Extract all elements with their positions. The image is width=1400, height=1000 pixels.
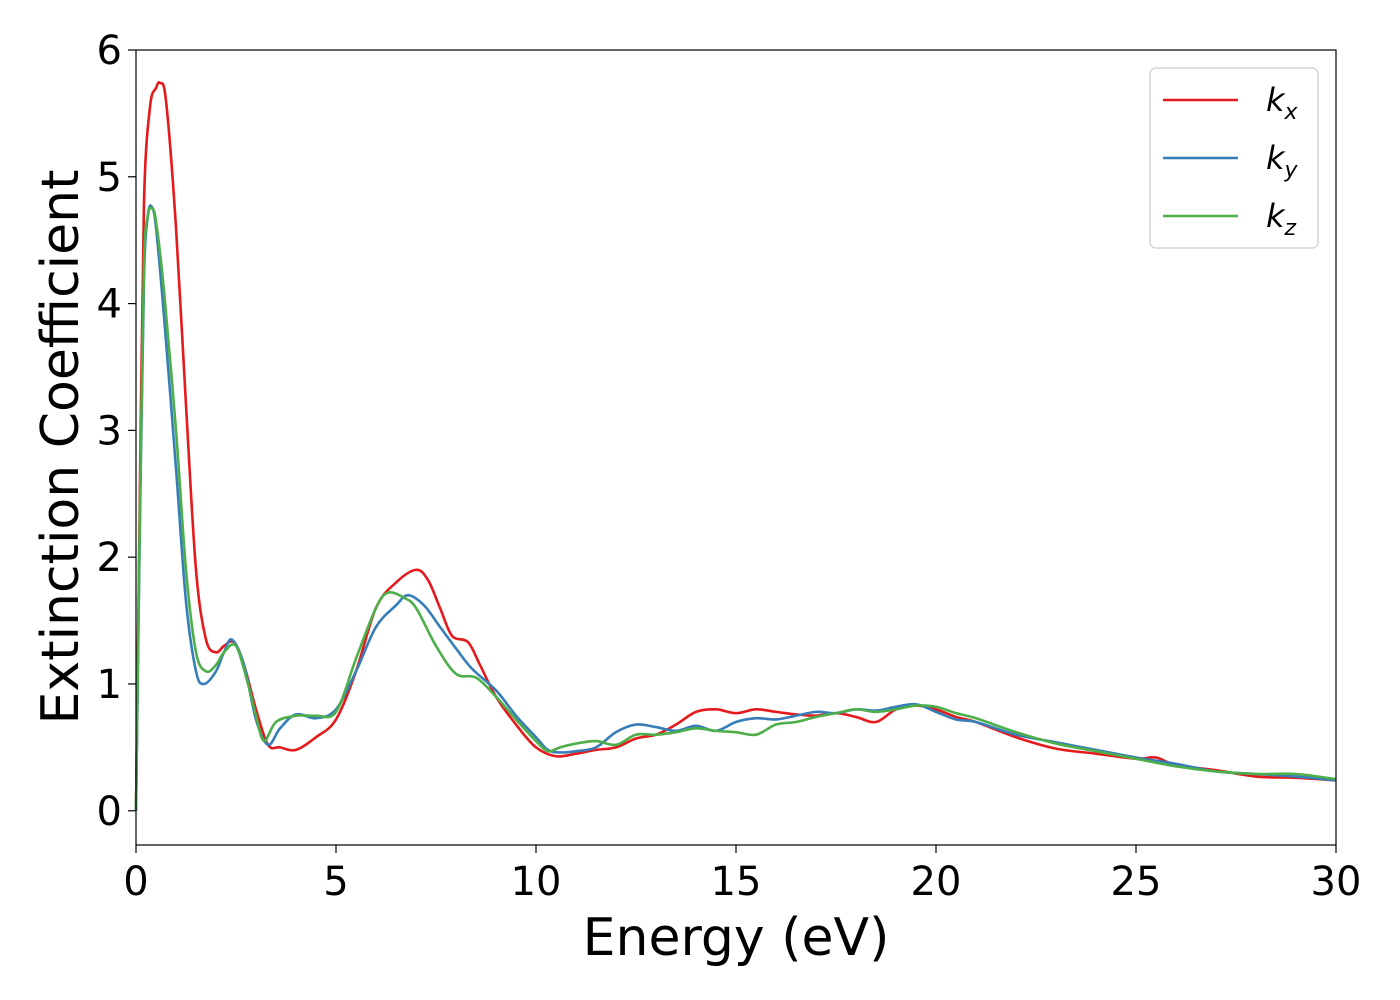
x-tick-label: 5 bbox=[323, 859, 348, 905]
x-tick-label: 25 bbox=[1111, 859, 1162, 905]
x-axis-title: Energy (eV) bbox=[583, 908, 890, 968]
y-tick-label: 5 bbox=[97, 155, 122, 201]
legend-label-ky: ky bbox=[1266, 139, 1299, 183]
x-tick-label: 30 bbox=[1311, 859, 1362, 905]
legend: kx ky kz bbox=[1149, 67, 1319, 249]
series-line-ky bbox=[134, 204, 1337, 811]
x-tick-label: 15 bbox=[711, 859, 762, 905]
legend-label-kz: kz bbox=[1266, 197, 1297, 241]
y-tick-label: 2 bbox=[97, 535, 122, 581]
y-axis-title: Extinction Coefficient bbox=[31, 170, 91, 725]
x-axis-ticks: 0 5 10 15 20 25 30 bbox=[123, 845, 1361, 905]
y-axis-ticks: 0 1 2 3 4 5 6 bbox=[97, 28, 136, 835]
series-layer bbox=[134, 81, 1337, 811]
x-tick-label: 0 bbox=[123, 859, 148, 905]
x-tick-label: 20 bbox=[911, 859, 962, 905]
y-tick-label: 4 bbox=[97, 282, 122, 328]
y-tick-label: 1 bbox=[97, 662, 122, 708]
x-tick-label: 10 bbox=[511, 859, 562, 905]
y-tick-label: 0 bbox=[97, 789, 122, 835]
y-tick-label: 6 bbox=[97, 28, 122, 74]
series-line-kz bbox=[134, 206, 1337, 811]
legend-items: kx ky kz bbox=[1163, 81, 1299, 241]
legend-label-kx: kx bbox=[1266, 81, 1299, 125]
y-tick-label: 3 bbox=[97, 408, 122, 454]
